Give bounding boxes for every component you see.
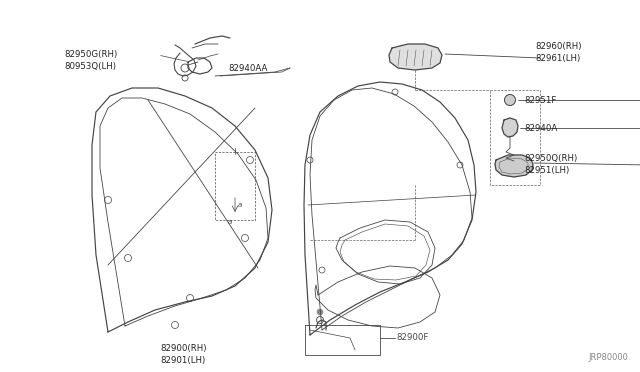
Text: JRP80000: JRP80000 — [588, 353, 628, 362]
Text: a: a — [238, 202, 243, 208]
Text: 82951F: 82951F — [524, 96, 556, 105]
Circle shape — [317, 309, 323, 315]
Polygon shape — [495, 155, 533, 177]
Text: 82900(RH): 82900(RH) — [160, 343, 207, 353]
Text: 82951(LH): 82951(LH) — [524, 166, 569, 174]
Text: 82950Q(RH): 82950Q(RH) — [524, 154, 577, 163]
Text: 82901(LH): 82901(LH) — [160, 356, 205, 365]
Text: 82961(LH): 82961(LH) — [535, 54, 580, 62]
Text: 80953Q(LH): 80953Q(LH) — [64, 61, 116, 71]
Text: 82950G(RH): 82950G(RH) — [64, 49, 117, 58]
Circle shape — [504, 94, 515, 106]
Text: 82960(RH): 82960(RH) — [535, 42, 582, 51]
Polygon shape — [389, 44, 442, 70]
Polygon shape — [502, 118, 518, 137]
Text: 82940A: 82940A — [524, 124, 557, 132]
Text: a: a — [228, 219, 232, 225]
Text: 82900F: 82900F — [396, 334, 428, 343]
Text: 82940AA: 82940AA — [228, 64, 268, 73]
